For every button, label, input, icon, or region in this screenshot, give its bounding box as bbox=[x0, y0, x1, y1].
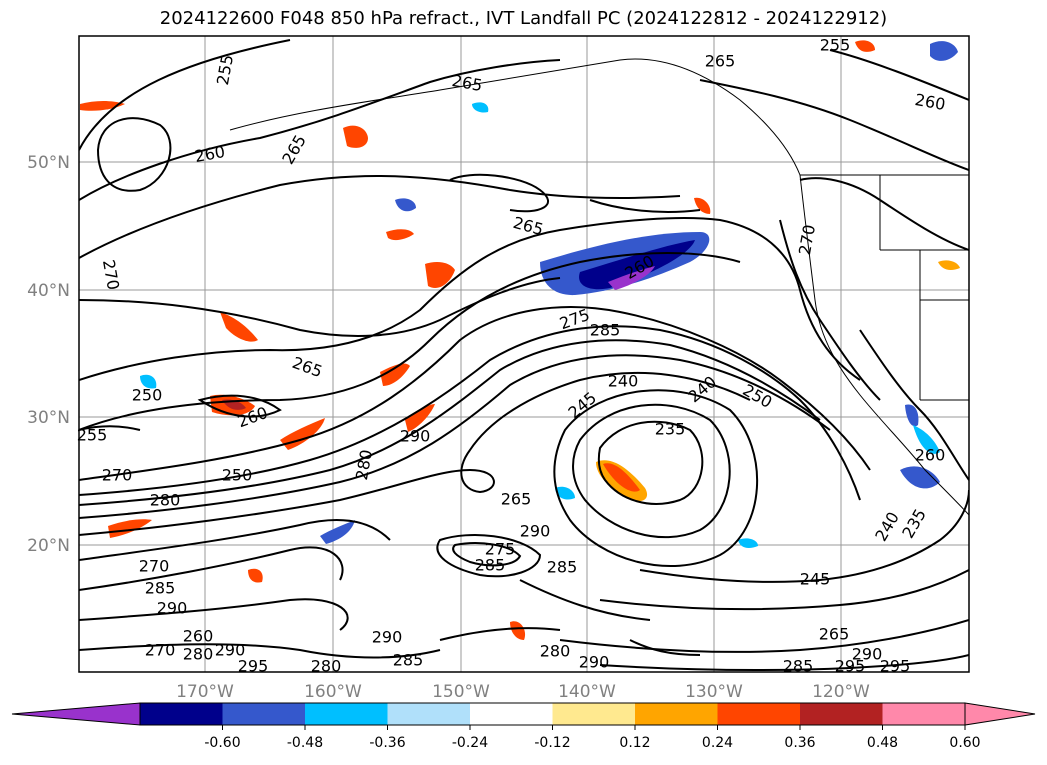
contour-label: 255 bbox=[77, 426, 108, 445]
latitude-tick-labels: 50°N 40°N 30°N 20°N bbox=[27, 153, 70, 556]
colorbar-segment bbox=[882, 703, 966, 725]
contour-label: 290 bbox=[579, 653, 610, 672]
contour-label: 260 bbox=[915, 446, 946, 465]
contour-label: 240 bbox=[608, 372, 639, 391]
contour-label: 265 bbox=[501, 490, 532, 509]
contour-label: 285 bbox=[475, 556, 506, 575]
colorbar-tick-label: -0.60 bbox=[204, 735, 240, 751]
longitude-tick-labels: 170°W 160°W 150°W 140°W 130°W 120°W bbox=[176, 682, 870, 702]
colorbar-over-triangle bbox=[964, 702, 1036, 726]
contour-label: 250 bbox=[222, 466, 253, 485]
colorbar-tick-label: 0.36 bbox=[784, 735, 815, 751]
contour-label: 270 bbox=[145, 641, 176, 660]
lat-tick-label: 20°N bbox=[27, 536, 70, 556]
contour-label: 295 bbox=[835, 657, 866, 676]
contour-label: 255 bbox=[820, 36, 851, 55]
contour-label: 280 bbox=[540, 642, 571, 661]
contour-label: 280 bbox=[183, 645, 214, 664]
contour-label: 250 bbox=[132, 386, 163, 405]
contour-label: 295 bbox=[238, 657, 269, 676]
map-area bbox=[79, 36, 969, 672]
contour-label: 285 bbox=[783, 657, 814, 676]
contour-lines bbox=[79, 39, 969, 672]
colorbar-tick-label: -0.24 bbox=[452, 735, 488, 751]
lon-tick-label: 160°W bbox=[304, 682, 362, 702]
colorbar-segment bbox=[387, 703, 471, 725]
colorbar-segment bbox=[552, 703, 636, 725]
lon-tick-label: 150°W bbox=[432, 682, 490, 702]
lat-tick-label: 40°N bbox=[27, 281, 70, 301]
contour-label: 270 bbox=[102, 466, 133, 485]
colorbar-under-triangle bbox=[11, 702, 141, 726]
colorbar-segment bbox=[305, 703, 388, 725]
lon-tick-label: 130°W bbox=[685, 682, 743, 702]
lon-tick-label: 170°W bbox=[176, 682, 234, 702]
contour-label: 260 bbox=[183, 627, 214, 646]
contour-label: 290 bbox=[852, 645, 883, 664]
contour-label: 280 bbox=[311, 657, 342, 676]
contour-label: 245 bbox=[800, 570, 831, 589]
contour-label: 235 bbox=[655, 420, 686, 439]
colorbar-segment bbox=[140, 703, 223, 725]
lon-tick-label: 120°W bbox=[812, 682, 870, 702]
colorbar-tick-label: 0.12 bbox=[619, 735, 650, 751]
colorbar-tick-label: 0.24 bbox=[702, 735, 733, 751]
colorbar: -0.60 -0.48 -0.36 -0.24 -0.12 0.12 0.24 0.36 0.4… bbox=[11, 702, 1036, 751]
coastlines bbox=[229, 58, 969, 516]
contour-label: 285 bbox=[145, 579, 176, 598]
contour-label: 290 bbox=[400, 427, 431, 446]
contour-label: 285 bbox=[547, 558, 578, 577]
colorbar-tick-label: 0.48 bbox=[867, 735, 898, 751]
lon-tick-label: 140°W bbox=[558, 682, 616, 702]
colorbar-tick-label: -0.36 bbox=[369, 735, 405, 751]
contour-label: 265 bbox=[705, 52, 736, 71]
colorbar-tick-label: 0.60 bbox=[949, 735, 980, 751]
lat-tick-label: 30°N bbox=[27, 408, 70, 428]
contour-label: 285 bbox=[590, 321, 621, 340]
colorbar-segment bbox=[717, 703, 801, 725]
contour-label: 290 bbox=[215, 641, 246, 660]
map-frame bbox=[78, 35, 970, 673]
contour-label: 270 bbox=[139, 557, 170, 576]
contour-label: 295 bbox=[880, 657, 911, 676]
colorbar-tick-label: -0.48 bbox=[287, 735, 323, 751]
contour-label: 290 bbox=[520, 522, 551, 541]
contour-label: 265 bbox=[819, 625, 850, 644]
contour-label: 290 bbox=[157, 599, 188, 618]
colorbar-tick-label: -0.12 bbox=[534, 735, 570, 751]
contour-label: 280 bbox=[150, 491, 181, 510]
contour-label: 275 bbox=[485, 540, 516, 559]
plot-title: 2024122600 F048 850 hPa refract., IVT La… bbox=[159, 8, 888, 29]
colorbar-segment bbox=[470, 703, 553, 725]
lat-tick-label: 50°N bbox=[27, 153, 70, 173]
colorbar-segment bbox=[800, 703, 883, 725]
colorbar-segment bbox=[222, 703, 306, 725]
contour-label: 290 bbox=[372, 628, 403, 647]
colorbar-segment bbox=[635, 703, 718, 725]
contour-label: 285 bbox=[393, 651, 424, 670]
